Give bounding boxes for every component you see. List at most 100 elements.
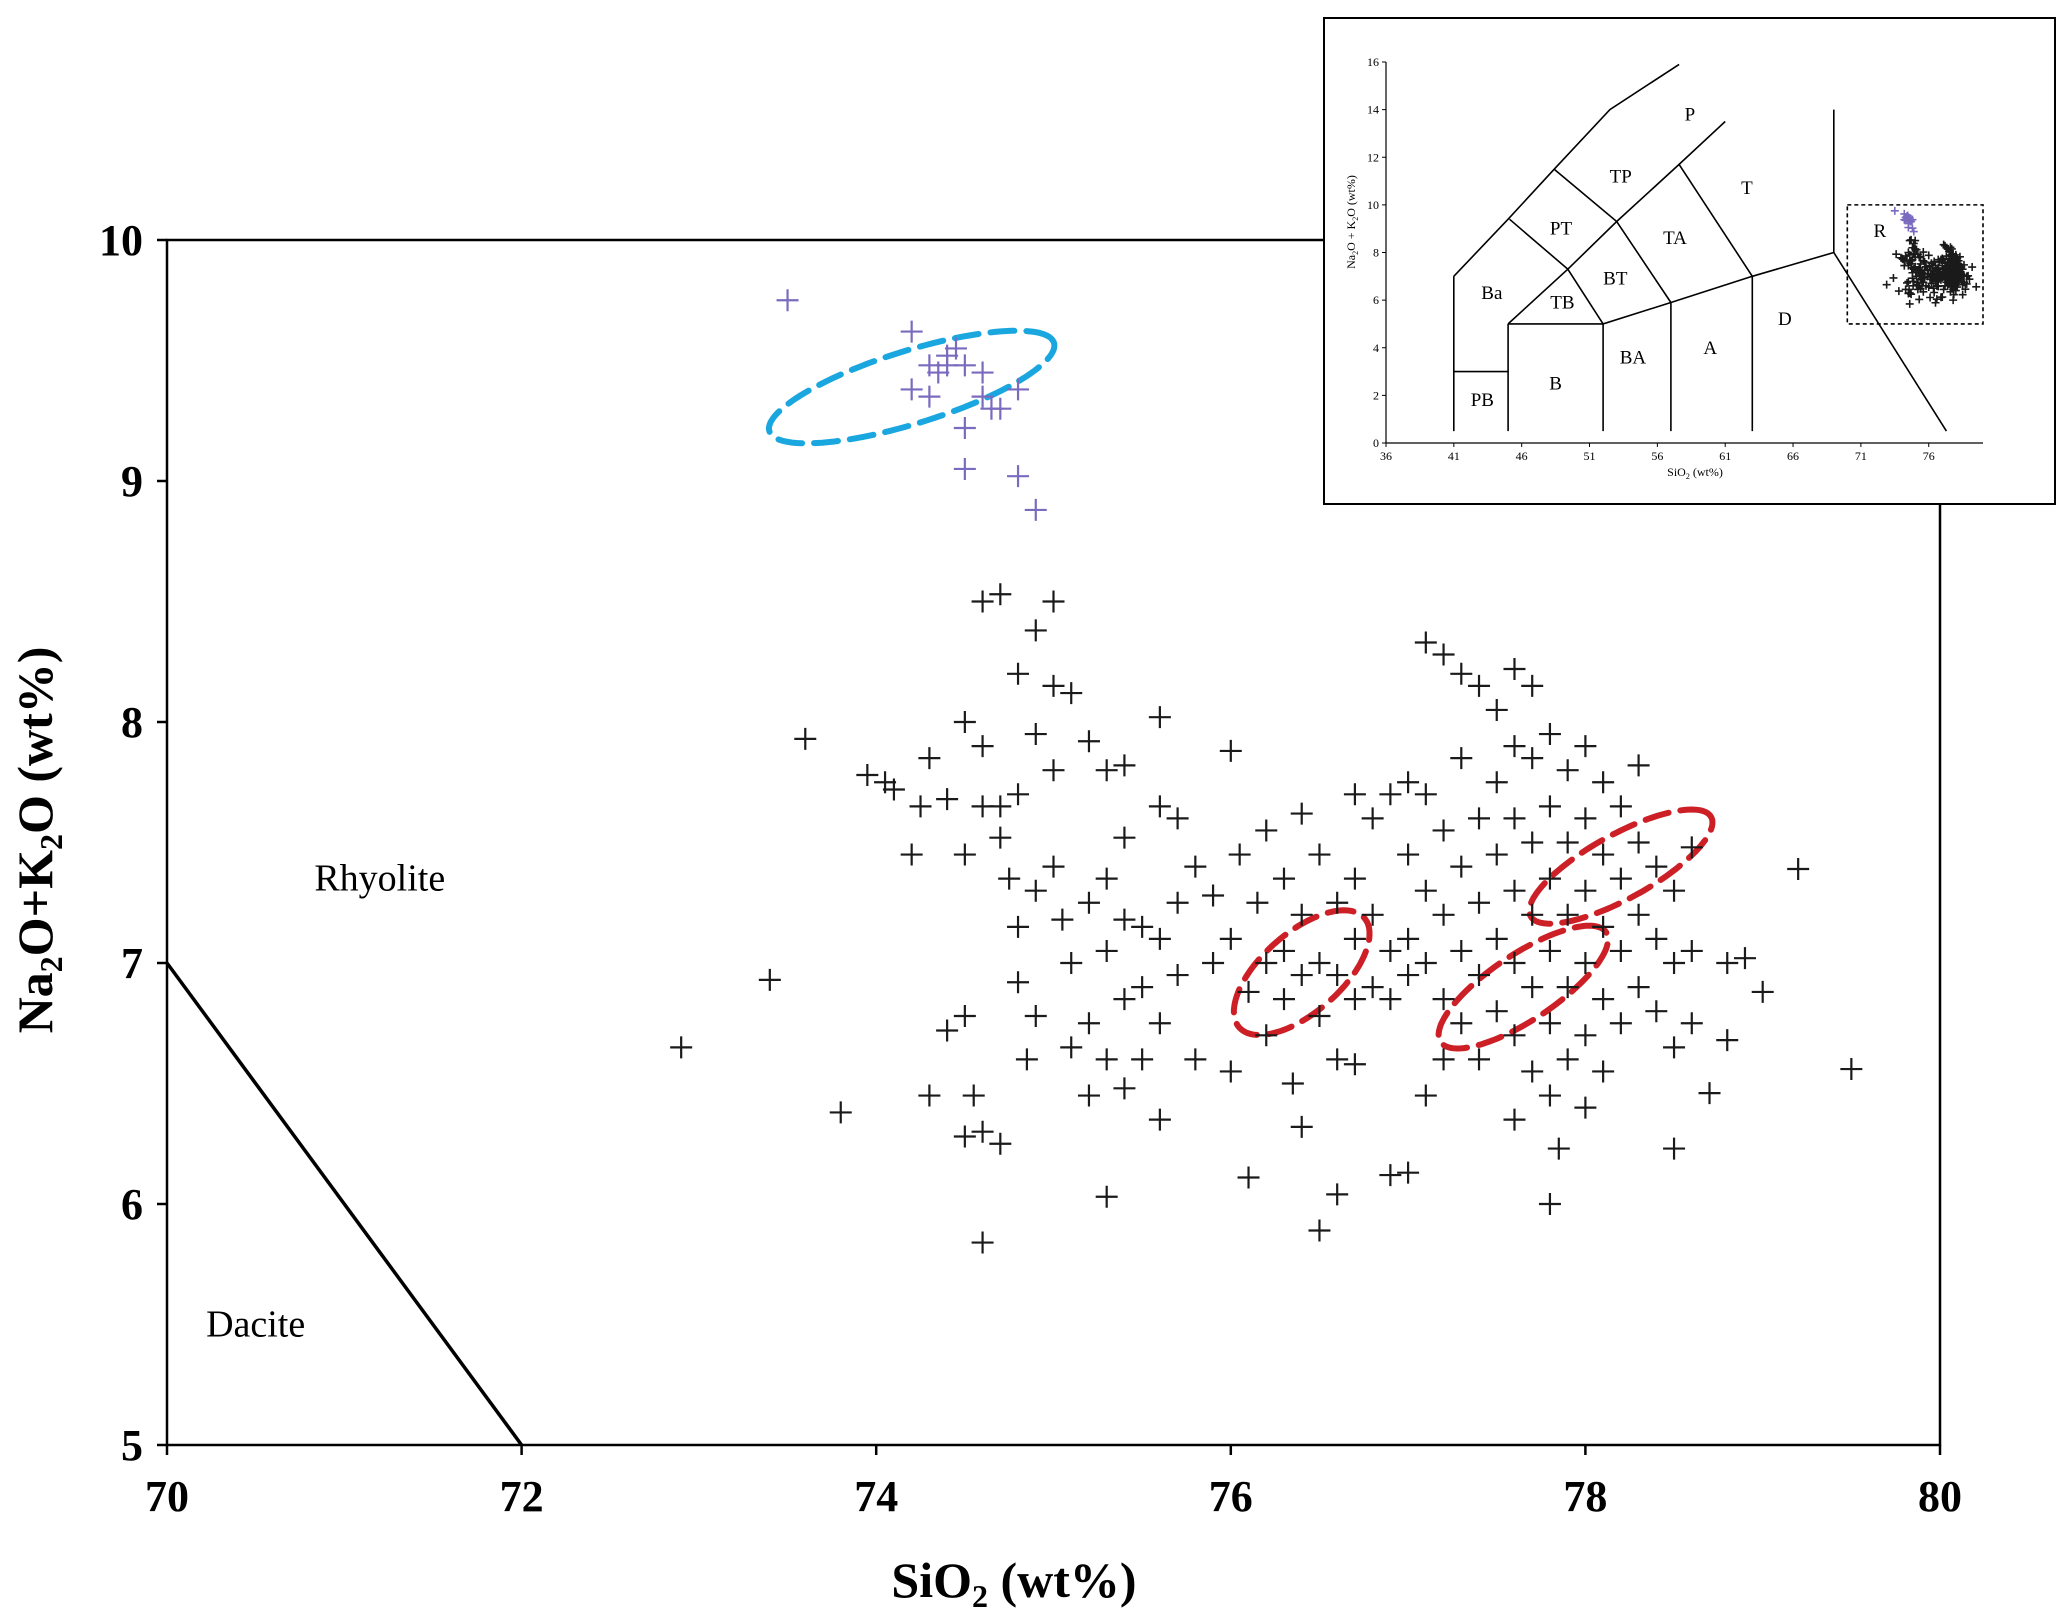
inset-field-line-10 [1553, 168, 1672, 303]
data-point-black-199 [1716, 1029, 1739, 1052]
data-point-black-82 [1255, 952, 1278, 974]
data-point-black-115 [1397, 964, 1420, 987]
inset-point-black-95 [1931, 298, 1940, 307]
inset-field-label-a: A [1703, 338, 1717, 359]
inset-point-black-91 [1930, 288, 1939, 297]
inset-y-tick-label-6: 6 [1373, 293, 1379, 307]
data-point-black-162 [1547, 1137, 1570, 1160]
inset-point-black-190 [1958, 265, 1967, 274]
data-point-black-175 [1592, 843, 1615, 866]
rhyolite-dacite-boundary [165, 961, 524, 1447]
data-point-black-183 [1627, 754, 1650, 777]
data-point-black-6 [882, 778, 905, 801]
inset-zoom-box [1846, 204, 1984, 325]
data-point-black-31 [1007, 971, 1030, 994]
data-point-black-102 [1343, 927, 1366, 950]
y-axis-title-b: O+K [7, 850, 63, 956]
inset-x-axis-title-main: SiO [1667, 465, 1686, 479]
data-point-black-49 [1095, 759, 1118, 782]
data-point-black-65 [1148, 1012, 1171, 1035]
region-label-dacite: Dacite [206, 1304, 305, 1346]
inset-x-tick-label-66: 66 [1787, 449, 1799, 463]
inset-field-label-b: B [1549, 373, 1562, 394]
inset-y-tick-label-2: 2 [1373, 388, 1379, 402]
inset-y-tick-label-0: 0 [1373, 436, 1379, 450]
data-point-black-28 [1007, 662, 1030, 685]
inset-point-black-179 [1954, 256, 1963, 265]
data-point-black-194 [1680, 836, 1703, 859]
inset-point-purple-0 [1890, 206, 1899, 215]
inset-y-axis-title-b: O + K [1344, 220, 1358, 250]
data-point-black-52 [1095, 1048, 1118, 1071]
inset-field-lines [1453, 63, 1948, 432]
x-axis-title: SiO2 (wt%) [891, 1552, 1136, 1614]
data-point-black-164 [1556, 831, 1579, 854]
inset-point-black-197 [1961, 285, 1970, 294]
data-point-black-55 [1113, 826, 1136, 849]
y-axis-title-b-sub: 2 [33, 834, 69, 850]
data-point-black-185 [1627, 903, 1650, 926]
data-point-black-127 [1450, 662, 1473, 685]
data-point-black-76 [1219, 1060, 1242, 1083]
inset-field-label-ta: TA [1663, 228, 1687, 249]
red-dashed-ellipse-1 [1230, 907, 1373, 1039]
data-point-black-104 [1343, 1053, 1366, 1076]
inset-x-tick-label-36: 36 [1380, 449, 1392, 463]
data-point-black-158 [1538, 939, 1561, 962]
data-point-black-146 [1503, 952, 1526, 974]
data-point-black-198 [1716, 952, 1739, 974]
inset-y-axis-title: Na2O + K2O (wt%) [1344, 175, 1360, 269]
data-point-black-64 [1148, 927, 1171, 950]
data-point-black-121 [1414, 1084, 1437, 1107]
inset-y-axis-title-a: Na [1344, 254, 1358, 269]
data-point-purple-0 [776, 289, 799, 312]
inset-point-black-173 [1951, 286, 1960, 295]
data-point-black-1 [758, 968, 781, 991]
inset-field-line-13 [1833, 252, 1948, 432]
data-point-black-169 [1574, 807, 1597, 830]
data-point-black-78 [1237, 980, 1260, 1003]
data-point-black-149 [1521, 674, 1544, 697]
data-point-black-14 [953, 843, 976, 866]
data-point-black-23 [989, 583, 1012, 606]
data-point-black-86 [1272, 988, 1295, 1011]
data-point-black-69 [1166, 964, 1189, 987]
data-point-black-29 [1007, 783, 1030, 806]
data-point-black-177 [1592, 988, 1615, 1011]
data-point-black-197 [1698, 1082, 1721, 1105]
data-point-black-109 [1379, 939, 1402, 962]
main-boundaries [165, 961, 524, 1447]
data-point-purple-15 [989, 397, 1012, 420]
data-point-black-156 [1538, 795, 1561, 818]
y-tick-label-8: 8 [121, 698, 143, 747]
data-point-black-10 [918, 1084, 941, 1107]
main-points [670, 289, 1863, 1254]
data-point-black-157 [1538, 867, 1561, 890]
data-point-black-181 [1609, 939, 1632, 962]
data-point-black-114 [1397, 927, 1420, 950]
data-point-black-174 [1592, 771, 1615, 794]
data-point-black-70 [1184, 855, 1207, 878]
inset-point-black-53 [1915, 295, 1924, 304]
inset-y-axis-title-a-sub: 2 [1351, 251, 1360, 255]
inset-x-axis-title-tail: (wt%) [1690, 465, 1723, 479]
inset-y-tick-label-12: 12 [1367, 150, 1379, 164]
data-point-purple-9 [953, 354, 976, 377]
inset-y-tick-label-4: 4 [1373, 341, 1379, 355]
data-point-black-110 [1379, 988, 1402, 1011]
data-point-black-116 [1397, 1161, 1420, 1184]
data-point-black-180 [1609, 867, 1632, 890]
data-point-black-71 [1184, 1048, 1207, 1071]
data-point-black-41 [1051, 908, 1074, 931]
inset-point-black-63 [1919, 256, 1928, 265]
data-point-black-15 [953, 1005, 976, 1028]
inset-point-black-54 [1916, 252, 1925, 261]
data-point-black-97 [1326, 964, 1349, 987]
inset-point-black-74 [1924, 251, 1933, 260]
data-point-purple-10 [953, 416, 976, 439]
data-point-black-182 [1609, 1012, 1632, 1035]
data-point-black-72 [1202, 884, 1225, 907]
inset-point-black-1 [1889, 273, 1898, 282]
data-point-black-21 [971, 1120, 994, 1143]
